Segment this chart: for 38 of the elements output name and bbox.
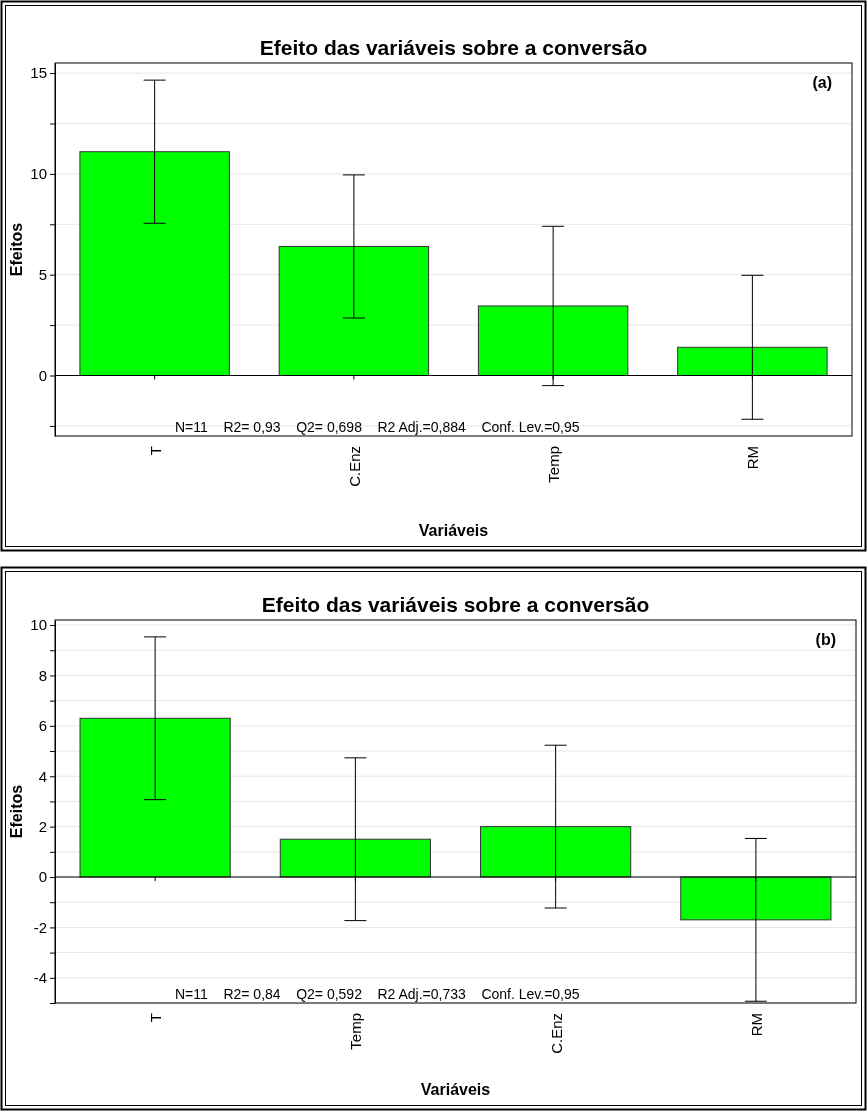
y-tick-label: 0 [38, 366, 47, 384]
x-tick-label: T [146, 446, 164, 456]
annotation: N=11 R2= 0,84 Q2= 0,592 R2 Adj.=0,733 Conf. Lev.=0,95 [175, 986, 580, 1002]
y-tick-label: 8 [38, 666, 47, 684]
y-axis-title: Efeitos [8, 222, 25, 277]
bar [278, 245, 430, 377]
y-tick-label: 0 [38, 868, 47, 886]
y-tick-label: -4 [33, 969, 47, 987]
y-tick-label: 2 [38, 817, 47, 835]
bar [677, 346, 828, 377]
y-tick-label: 6 [38, 717, 47, 735]
x-tick-label: C.Enz [547, 1013, 565, 1054]
x-tick-label: Temp [347, 1013, 365, 1050]
x-axis-title: Variáveis [420, 1081, 491, 1098]
y-tick-label: 10 [30, 165, 47, 183]
bar [680, 876, 832, 921]
x-tick-label: Temp [545, 446, 563, 483]
bar [79, 717, 231, 878]
x-tick-label: RM [747, 1013, 765, 1037]
annotation: (b) [815, 631, 836, 648]
bar [480, 826, 632, 878]
annotation: (a) [812, 74, 832, 91]
y-axis-title: Efeitos [8, 784, 25, 839]
bar [477, 305, 629, 377]
chart-title: Efeito das variáveis sobre a conversão [261, 593, 650, 616]
x-tick-label: T [147, 1013, 165, 1023]
x-tick-label: C.Enz [345, 446, 363, 487]
bar [79, 151, 230, 377]
y-tick-label: 5 [38, 266, 47, 283]
annotation: N=11 R2= 0,93 Q2= 0,698 R2 Adj.=0,884 Conf. Lev.=0,95 [175, 419, 580, 435]
y-tick-label: 15 [30, 64, 47, 82]
chart-title: Efeito das variáveis sobre a conversão [259, 36, 648, 59]
x-tick-label: RM [744, 446, 762, 470]
y-tick-label: -2 [33, 918, 47, 936]
y-tick-label: 4 [38, 767, 47, 785]
bar [279, 838, 431, 878]
x-axis-title: Variáveis [418, 522, 489, 539]
y-tick-label: 10 [30, 616, 47, 634]
